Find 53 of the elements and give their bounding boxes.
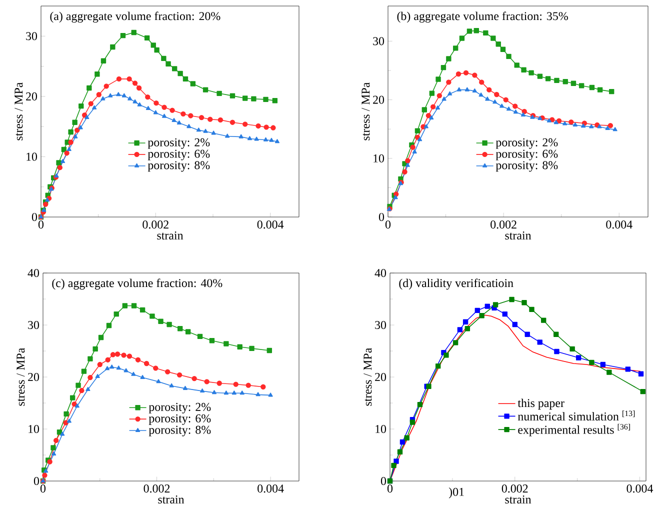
y-tick-label: 10 bbox=[26, 152, 38, 161]
x-axis-title: strain bbox=[158, 495, 184, 504]
chart-title: (d) validity verificatioin bbox=[399, 278, 514, 290]
y-tick-label: 30 bbox=[26, 32, 38, 40]
y-tick-label: 30 bbox=[28, 320, 40, 330]
x-tick-label: 0 bbox=[40, 484, 46, 493]
y-tick-label: 20 bbox=[26, 92, 38, 100]
y-tick-label: 0 bbox=[378, 212, 384, 222]
legend-label: experimental results $^{[36]}$ bbox=[518, 424, 630, 436]
x-tick-label: 0 bbox=[387, 484, 393, 493]
x-tick-label: 0.004 bbox=[258, 484, 284, 493]
x-tick-label: 0.004 bbox=[606, 220, 632, 229]
chart-title: (b) aggregate volume fraction: 35% bbox=[397, 12, 568, 23]
y-axis-title: stress / MPa bbox=[16, 348, 25, 406]
legend-label: porosity: 6% bbox=[148, 414, 211, 425]
legend-label: porosity: 8% bbox=[148, 161, 210, 172]
y-tick-label: 20 bbox=[373, 96, 384, 104]
y-tick-label: 30 bbox=[375, 320, 386, 330]
x-tick-label: 0.002 bbox=[142, 220, 168, 229]
legend-label: porosity: 2% bbox=[496, 138, 558, 149]
legend-label: numerical simulation $^{[13]}$ bbox=[518, 410, 635, 420]
x-axis-title: strain bbox=[505, 495, 532, 504]
legend-label: porosity: 8% bbox=[148, 426, 211, 436]
x-axis-title: strain bbox=[157, 231, 184, 240]
chart-title: (c) aggregate volume fraction: 40% bbox=[52, 278, 222, 290]
y-tick-label: 30 bbox=[373, 37, 384, 46]
y-axis-title: stress / MPa bbox=[14, 82, 23, 140]
legend-label: porosity: 6% bbox=[496, 150, 558, 160]
y-tick-label: 40 bbox=[28, 268, 40, 278]
x-tick-label: 0.002 bbox=[144, 484, 170, 493]
y-tick-label: 0 bbox=[32, 212, 38, 222]
y-tick-label: 10 bbox=[376, 424, 386, 434]
y-tick-label: 40 bbox=[374, 268, 386, 278]
x-tick-label: 0.002 bbox=[502, 484, 528, 493]
y-tick-label: 10 bbox=[374, 154, 384, 162]
y-tick-label: 0 bbox=[34, 476, 40, 486]
chart-title: (a) aggregate volume fraction: 20% bbox=[50, 12, 220, 23]
x-axis-title: strain bbox=[505, 231, 532, 240]
legend-label: this paper bbox=[518, 398, 564, 410]
text: )01 bbox=[448, 488, 464, 498]
legend-label: porosity: 8% bbox=[496, 161, 558, 172]
y-tick-label: 20 bbox=[28, 372, 40, 382]
x-tick-label: 0.004 bbox=[257, 220, 284, 229]
y-tick-label: 10 bbox=[28, 424, 40, 434]
x-tick-label: 0.004 bbox=[626, 484, 654, 493]
legend-label: porosity: 6% bbox=[148, 150, 210, 160]
y-axis-title: stress / MPa bbox=[364, 348, 372, 406]
legend-label: porosity: 2% bbox=[148, 138, 210, 149]
y-tick-label: 0 bbox=[380, 476, 386, 486]
legend-label: porosity: 2% bbox=[148, 402, 211, 414]
x-tick-label: 0.002 bbox=[490, 220, 516, 229]
y-axis-title: stress / MPa bbox=[362, 82, 370, 140]
y-tick-label: 20 bbox=[375, 372, 386, 382]
